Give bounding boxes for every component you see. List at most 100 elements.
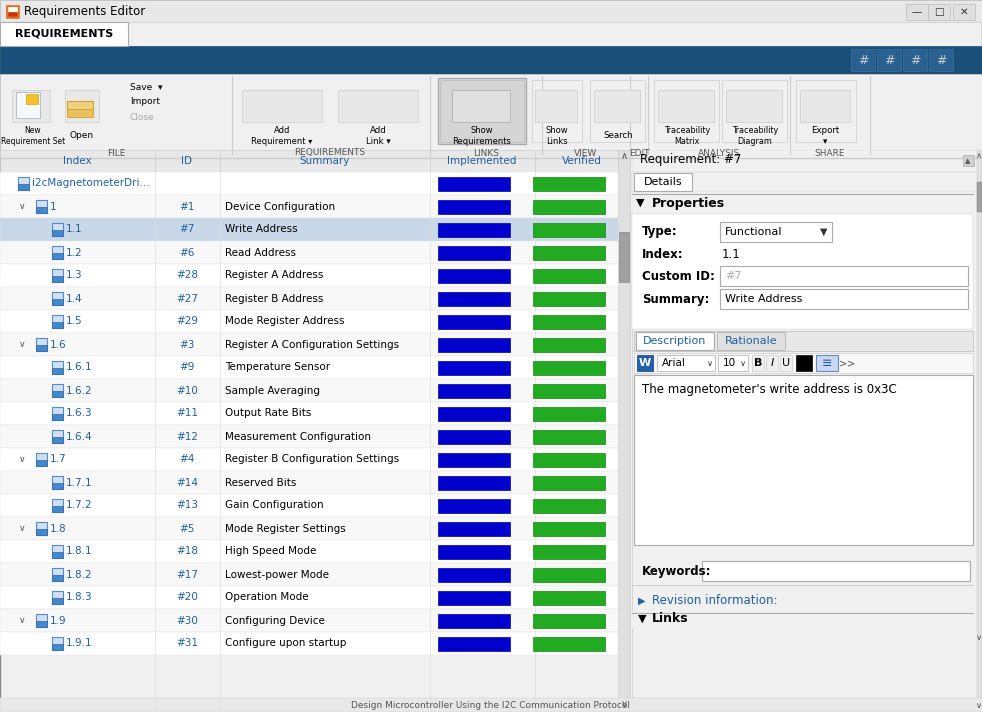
Bar [0, 241, 618, 264]
Text: #30: #30 [176, 615, 198, 626]
Text: 1.1: 1.1 [722, 248, 740, 261]
Text: Read Address: Read Address [225, 248, 296, 258]
Text: #14: #14 [176, 478, 198, 488]
Text: Lowest-power Mode: Lowest-power Mode [225, 570, 329, 580]
Text: 1.6.1: 1.6.1 [66, 362, 92, 372]
Text: 1.7.2: 1.7.2 [66, 501, 92, 511]
Text: ✕: ✕ [959, 7, 968, 17]
Bar [0, 448, 618, 471]
Bar [36, 522, 47, 535]
Bar [634, 173, 692, 191]
Bar [438, 315, 510, 328]
Bar [62, 82, 102, 142]
Bar [720, 289, 968, 309]
Bar [52, 437, 63, 443]
Text: Functional: Functional [725, 227, 783, 237]
Bar [533, 567, 605, 582]
Bar [977, 150, 982, 712]
Bar [52, 644, 63, 650]
Text: Revision information:: Revision information: [652, 595, 778, 607]
Bar [16, 92, 40, 118]
Text: ∨: ∨ [19, 524, 26, 533]
Bar [52, 407, 63, 420]
Text: Keywords:: Keywords: [642, 565, 712, 577]
Bar [533, 521, 605, 535]
Bar [720, 266, 968, 286]
Bar [36, 614, 47, 627]
Bar [636, 332, 714, 350]
Bar [533, 246, 605, 259]
Text: Write Address: Write Address [225, 224, 298, 234]
Bar [903, 49, 927, 71]
Bar [438, 614, 510, 627]
Bar [438, 268, 510, 283]
Bar [726, 90, 782, 122]
Bar [632, 150, 978, 712]
Text: #20: #20 [176, 592, 198, 602]
Text: ∨: ∨ [976, 701, 982, 711]
Text: #17: #17 [176, 570, 198, 580]
Text: 1.7: 1.7 [50, 454, 67, 464]
Text: ▼: ▼ [635, 198, 644, 208]
Bar [533, 476, 605, 490]
Bar [52, 384, 63, 397]
Bar [780, 355, 792, 371]
Bar [52, 430, 63, 443]
Bar [851, 49, 875, 71]
Text: ∨: ∨ [19, 616, 26, 625]
Bar [438, 246, 510, 259]
Bar [0, 517, 618, 540]
Bar [533, 614, 605, 627]
Text: W: W [639, 358, 651, 368]
Bar [438, 177, 510, 191]
Bar [0, 172, 618, 195]
Bar [36, 460, 47, 466]
Bar [533, 545, 605, 558]
Text: 1.6.3: 1.6.3 [66, 409, 92, 419]
Bar [438, 384, 510, 397]
Text: Open: Open [70, 132, 94, 140]
Bar [438, 590, 510, 604]
Text: Register B Configuration Settings: Register B Configuration Settings [225, 454, 399, 464]
Text: Summary:: Summary: [642, 293, 709, 305]
Text: Mode Register Settings: Mode Register Settings [225, 523, 346, 533]
Bar [52, 598, 63, 604]
Bar [438, 360, 510, 375]
Text: Configure upon startup: Configure upon startup [225, 639, 347, 649]
Bar [52, 246, 63, 259]
Text: ∨: ∨ [19, 340, 26, 349]
Bar [52, 575, 63, 581]
Bar [0, 698, 982, 712]
Bar [26, 94, 38, 104]
Bar [533, 384, 605, 397]
Text: 1.3: 1.3 [66, 271, 82, 281]
Text: ∨: ∨ [740, 359, 746, 367]
Bar [8, 7, 17, 16]
Bar [0, 563, 618, 586]
Text: Gain Configuration: Gain Configuration [225, 501, 324, 511]
Bar [52, 299, 63, 305]
Text: Register A Configuration Settings: Register A Configuration Settings [225, 340, 399, 350]
Text: 1.9: 1.9 [50, 615, 67, 626]
Bar [438, 637, 510, 651]
Text: ∧: ∧ [621, 151, 627, 161]
Text: ANALYSIS: ANALYSIS [698, 149, 740, 157]
Bar [438, 521, 510, 535]
Bar [533, 590, 605, 604]
Text: ∨: ∨ [976, 634, 982, 642]
Bar [535, 90, 577, 122]
Bar [438, 453, 510, 466]
Text: #3: #3 [180, 340, 194, 350]
Text: 1.6.2: 1.6.2 [66, 385, 92, 395]
Bar [440, 80, 524, 142]
Bar [36, 345, 47, 351]
Text: >>: >> [839, 358, 855, 368]
Bar [52, 368, 63, 374]
Text: Rationale: Rationale [725, 336, 778, 346]
Text: #4: #4 [180, 454, 194, 464]
Text: Register B Address: Register B Address [225, 293, 323, 303]
Bar [632, 610, 973, 628]
Text: #: # [936, 53, 947, 66]
Bar [0, 379, 618, 402]
Text: #12: #12 [176, 431, 198, 441]
